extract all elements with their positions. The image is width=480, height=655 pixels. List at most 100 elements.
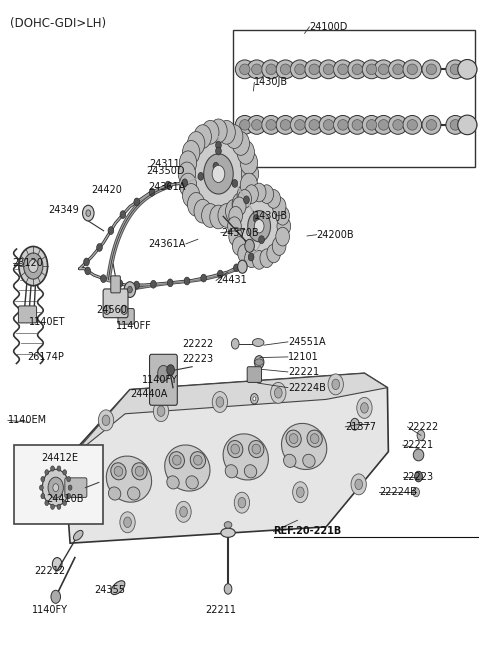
Ellipse shape <box>407 64 418 75</box>
Circle shape <box>233 264 239 272</box>
Circle shape <box>28 259 38 272</box>
Circle shape <box>51 590 60 603</box>
Circle shape <box>216 397 224 407</box>
Circle shape <box>254 219 264 233</box>
FancyBboxPatch shape <box>118 309 134 324</box>
Circle shape <box>149 188 155 196</box>
Ellipse shape <box>415 472 422 481</box>
Text: 24431: 24431 <box>216 276 247 286</box>
Circle shape <box>63 470 67 475</box>
Circle shape <box>202 121 219 144</box>
Circle shape <box>245 185 258 204</box>
Circle shape <box>276 206 289 225</box>
Circle shape <box>218 121 235 144</box>
Circle shape <box>259 236 264 244</box>
Text: 24311: 24311 <box>149 159 180 169</box>
Ellipse shape <box>280 120 290 130</box>
Text: 22224B: 22224B <box>288 383 326 392</box>
Circle shape <box>124 517 132 527</box>
Circle shape <box>248 253 254 261</box>
Circle shape <box>96 244 102 252</box>
Ellipse shape <box>225 464 238 478</box>
Ellipse shape <box>244 464 257 478</box>
Circle shape <box>267 189 280 208</box>
Ellipse shape <box>235 115 254 134</box>
Circle shape <box>239 198 280 254</box>
FancyBboxPatch shape <box>103 289 128 318</box>
Ellipse shape <box>114 466 123 476</box>
Circle shape <box>252 251 266 269</box>
Ellipse shape <box>108 487 121 500</box>
Ellipse shape <box>334 60 352 79</box>
Circle shape <box>67 493 71 498</box>
Circle shape <box>232 197 246 215</box>
Ellipse shape <box>352 64 362 75</box>
Circle shape <box>417 430 425 441</box>
Text: 1430JB: 1430JB <box>254 77 288 87</box>
Circle shape <box>86 210 91 216</box>
Text: 24361A: 24361A <box>148 239 186 249</box>
Circle shape <box>176 501 191 522</box>
Ellipse shape <box>450 120 460 130</box>
Circle shape <box>260 249 274 268</box>
Circle shape <box>151 280 156 288</box>
Circle shape <box>238 244 252 263</box>
Circle shape <box>53 483 59 491</box>
Ellipse shape <box>362 60 381 79</box>
Text: 21377: 21377 <box>345 422 376 432</box>
Ellipse shape <box>262 115 281 134</box>
Circle shape <box>357 398 372 419</box>
Circle shape <box>240 173 258 197</box>
Circle shape <box>19 246 48 286</box>
Ellipse shape <box>422 115 441 134</box>
Circle shape <box>165 181 171 189</box>
Text: 22223: 22223 <box>182 354 214 364</box>
Ellipse shape <box>305 60 324 79</box>
Circle shape <box>210 205 227 229</box>
Circle shape <box>178 162 196 186</box>
Circle shape <box>167 365 174 375</box>
Text: (DOHC-GDI>LH): (DOHC-GDI>LH) <box>10 17 107 30</box>
Ellipse shape <box>190 452 205 469</box>
Text: 24361A: 24361A <box>148 182 186 192</box>
Circle shape <box>188 193 205 216</box>
Circle shape <box>157 406 165 417</box>
Ellipse shape <box>111 581 125 595</box>
Circle shape <box>254 356 264 369</box>
Ellipse shape <box>407 120 418 130</box>
Ellipse shape <box>290 115 309 134</box>
Ellipse shape <box>374 60 393 79</box>
Circle shape <box>104 305 110 314</box>
Circle shape <box>238 189 252 208</box>
Ellipse shape <box>422 60 441 79</box>
Ellipse shape <box>224 521 232 528</box>
Circle shape <box>101 274 106 282</box>
Circle shape <box>267 244 280 263</box>
Circle shape <box>355 479 362 489</box>
Circle shape <box>351 474 366 495</box>
Circle shape <box>192 138 245 210</box>
Circle shape <box>41 493 45 498</box>
Ellipse shape <box>280 64 290 75</box>
Circle shape <box>182 141 200 164</box>
Circle shape <box>157 365 169 381</box>
Text: 24440A: 24440A <box>130 389 168 399</box>
Text: 1430JB: 1430JB <box>254 212 288 221</box>
Circle shape <box>245 239 254 252</box>
Ellipse shape <box>307 430 322 447</box>
Text: 22221: 22221 <box>403 440 434 450</box>
Circle shape <box>229 206 242 225</box>
Circle shape <box>415 472 422 481</box>
Text: 26174P: 26174P <box>27 352 64 362</box>
Circle shape <box>232 132 250 155</box>
Circle shape <box>124 282 136 297</box>
Circle shape <box>253 215 259 223</box>
Ellipse shape <box>338 120 348 130</box>
Ellipse shape <box>388 60 408 79</box>
Ellipse shape <box>290 60 309 79</box>
Circle shape <box>271 383 286 403</box>
Ellipse shape <box>309 120 319 130</box>
Text: 1140EM: 1140EM <box>8 415 47 425</box>
Circle shape <box>210 119 227 143</box>
Ellipse shape <box>266 120 276 130</box>
